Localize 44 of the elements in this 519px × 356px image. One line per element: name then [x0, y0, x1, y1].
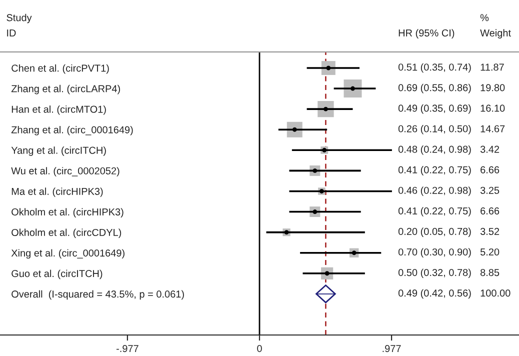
annotation: 100.00: [480, 290, 510, 297]
y-tick-label: Overall (I-squared = 43.5%, p = 0.061): [12, 290, 184, 300]
y-tick-label: Guo et al. (circITCH): [12, 270, 102, 280]
x-tick-label: 0: [257, 344, 262, 352]
annotation: 11.87: [480, 64, 504, 71]
annotation: 3.42: [480, 146, 500, 153]
text: Study: [6, 14, 32, 24]
annotation: 0.49 (0.35, 0.69): [398, 104, 471, 114]
annotation: 0.26 (0.14, 0.50): [398, 124, 471, 134]
annotation: 14.67: [480, 125, 505, 132]
annotation: 5.20: [480, 248, 500, 256]
annotation: 0.48 (0.24, 0.98): [398, 145, 471, 155]
text: HR (95% CI): [398, 29, 454, 38]
y-tick-label: Wu et al. (circ_0002052): [11, 167, 120, 176]
annotation: 0.70 (0.30, 0.90): [398, 248, 471, 258]
annotation: 6.66: [480, 207, 500, 214]
annotation: 0.49 (0.42, 0.56): [398, 289, 471, 299]
annotation: 0.41 (0.22, 0.75): [398, 207, 471, 216]
annotation: 0.20 (0.05, 0.78): [398, 228, 471, 237]
y-tick-label: Chen et al. (circPVT1): [12, 64, 109, 74]
text: %: [480, 14, 489, 22]
text: ID: [7, 30, 16, 36]
annotation: 8.85: [480, 268, 500, 276]
annotation: 0.46 (0.22, 0.98): [398, 186, 471, 196]
y-tick-label: Zhang et al. (circ_0001649): [11, 126, 133, 136]
y-tick-label: Zhang et al. (circLARP4): [11, 84, 120, 94]
y-tick-label: Yang et al. (circITCH): [11, 146, 106, 156]
annotation: 0.50 (0.32, 0.78): [398, 268, 471, 278]
x-tick-label: .977: [382, 344, 401, 352]
x-tick-label: -.977: [116, 344, 138, 352]
annotation: 16.10: [480, 104, 505, 112]
annotation: 6.66: [480, 166, 500, 174]
annotation: 0.51 (0.35, 0.74): [398, 63, 471, 73]
annotation: 19.80: [480, 84, 505, 92]
y-tick-label: Ma et al. (circHIPK3): [12, 188, 103, 197]
y-tick-label: Han et al. (circMTO1): [12, 105, 106, 115]
text: Weight: [480, 29, 511, 38]
y-tick-label: Okholm et al. (circCDYL): [12, 228, 122, 238]
y-tick-label: Okholm et al. (circHIPK3): [12, 208, 124, 218]
y-tick-label: Xing et al. (circ_0001649): [11, 249, 124, 259]
annotation: 0.41 (0.22, 0.75): [398, 166, 471, 176]
annotation: 0.69 (0.55, 0.86): [398, 84, 471, 94]
annotation: 3.25: [480, 186, 500, 194]
annotation: 3.52: [480, 228, 500, 235]
